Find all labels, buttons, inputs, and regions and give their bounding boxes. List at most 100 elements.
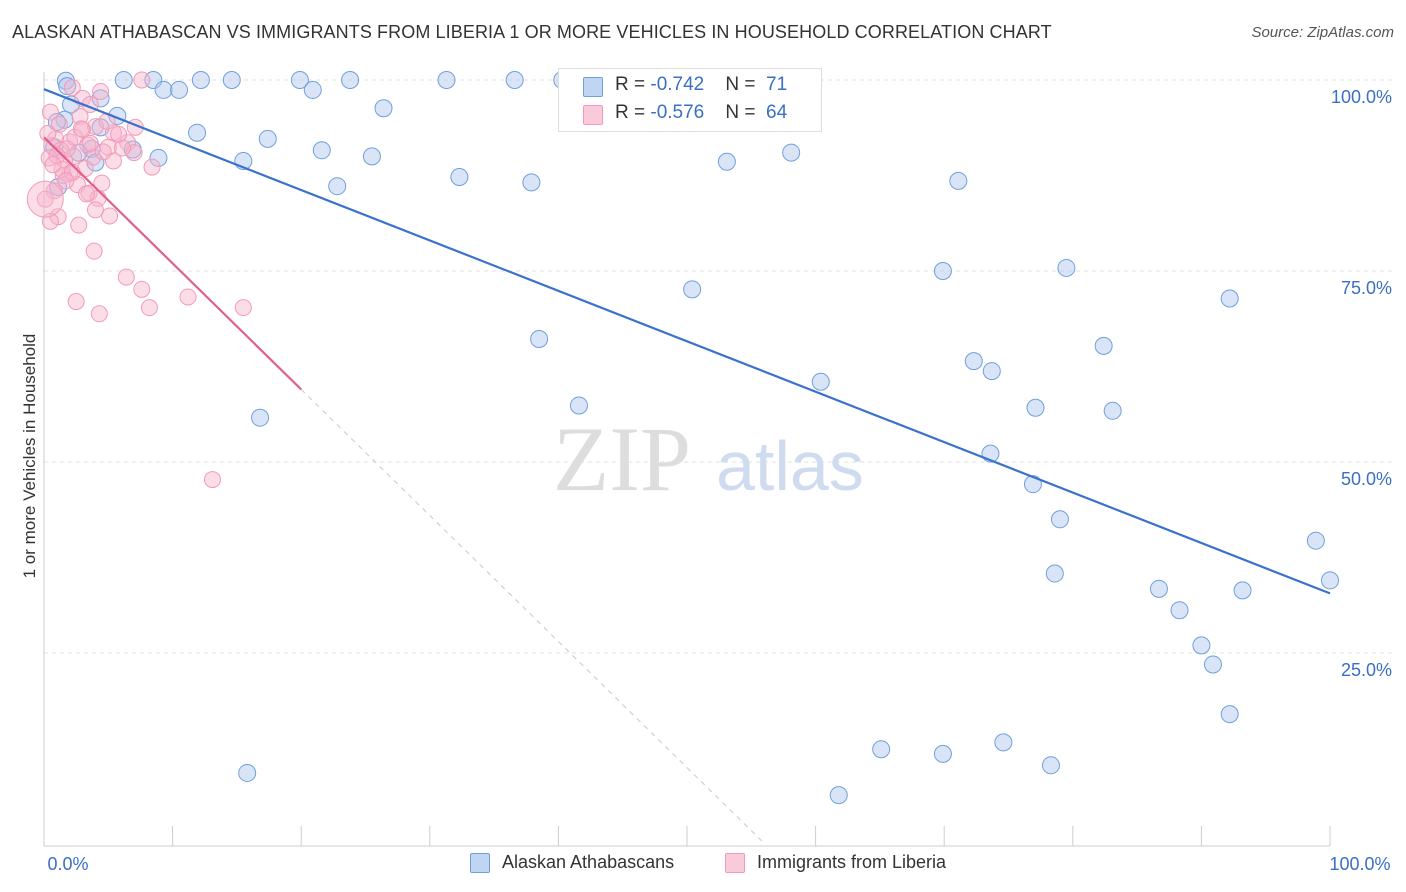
grid-lines xyxy=(44,79,1392,654)
bottom-legend-swatch-pink xyxy=(725,853,745,873)
y-tick-label: 50.0% xyxy=(1341,469,1392,489)
axes xyxy=(43,72,1331,847)
data-point-immigrants-from-liberia xyxy=(94,143,112,161)
data-point-immigrants-from-liberia xyxy=(140,299,158,317)
data-point-alaskan-athabascans xyxy=(505,71,524,89)
x-tick-label-min: 0.0% xyxy=(47,854,88,874)
legend-swatch-blue xyxy=(583,77,603,97)
data-point-alaskan-athabascans xyxy=(1023,475,1042,494)
data-point-alaskan-athabascans xyxy=(251,408,270,427)
source-label: Source: ZipAtlas.com xyxy=(1251,24,1394,41)
data-point-alaskan-athabascans xyxy=(1057,258,1076,277)
data-point-alaskan-athabascans xyxy=(341,71,360,89)
data-point-immigrants-from-liberia xyxy=(81,134,99,152)
data-point-immigrants-from-liberia xyxy=(85,242,103,260)
data-point-immigrants-from-liberia xyxy=(110,125,128,143)
data-point-immigrants-from-liberia xyxy=(143,158,161,176)
data-point-immigrants-from-liberia xyxy=(71,108,89,126)
data-point-alaskan-athabascans xyxy=(1050,510,1069,529)
bottom-legend-label-pink: Immigrants from Liberia xyxy=(757,852,947,872)
legend-r-label: R = xyxy=(615,74,651,95)
data-point-alaskan-athabascans xyxy=(1045,564,1064,583)
data-point-immigrants-from-liberia xyxy=(57,172,75,190)
data-point-alaskan-athabascans xyxy=(238,763,257,782)
data-point-immigrants-from-liberia xyxy=(234,299,252,317)
data-point-alaskan-athabascans xyxy=(782,143,801,162)
series-immigrants-from-liberia xyxy=(26,71,252,489)
data-point-immigrants-from-liberia xyxy=(113,139,131,157)
watermark: ZIP atlas xyxy=(553,408,864,510)
data-point-alaskan-athabascans xyxy=(1170,601,1189,620)
data-point-alaskan-athabascans xyxy=(811,372,830,391)
data-point-immigrants-from-liberia xyxy=(66,128,84,146)
chart-title: ALASKAN ATHABASCAN VS IMMIGRANTS FROM LI… xyxy=(12,22,1052,42)
data-point-immigrants-from-liberia xyxy=(90,305,108,323)
data-point-immigrants-from-liberia xyxy=(70,216,88,234)
data-point-alaskan-athabascans xyxy=(933,262,952,280)
data-point-immigrants-from-liberia xyxy=(203,471,221,489)
data-point-alaskan-athabascans xyxy=(569,396,588,415)
data-point-immigrants-from-liberia xyxy=(72,120,90,138)
legend-n-label: N = xyxy=(725,102,761,123)
data-point-alaskan-athabascans xyxy=(994,733,1013,752)
data-point-alaskan-athabascans xyxy=(872,740,891,759)
bottom-legend-swatch-blue xyxy=(470,853,490,873)
data-point-alaskan-athabascans xyxy=(1103,401,1122,420)
legend-n-value-pink: 64 xyxy=(766,102,788,123)
data-point-alaskan-athabascans xyxy=(328,177,347,196)
data-point-alaskan-athabascans xyxy=(258,129,277,148)
bottom-legend-label-blue: Alaskan Athabascans xyxy=(502,852,675,872)
x-tick-label-max: 100.0% xyxy=(1329,854,1390,874)
y-tick-label: 100.0% xyxy=(1331,87,1392,107)
data-point-alaskan-athabascans xyxy=(1203,655,1222,674)
data-point-alaskan-athabascans xyxy=(437,71,456,89)
data-point-immigrants-from-liberia xyxy=(44,156,62,174)
data-point-immigrants-from-liberia xyxy=(93,174,111,192)
data-point-alaskan-athabascans xyxy=(154,80,173,99)
data-point-alaskan-athabascans xyxy=(303,80,322,99)
data-point-alaskan-athabascans xyxy=(450,168,469,187)
data-point-immigrants-from-liberia xyxy=(63,79,81,97)
data-point-alaskan-athabascans xyxy=(1321,571,1339,590)
data-point-alaskan-athabascans xyxy=(1149,579,1168,598)
data-point-alaskan-athabascans xyxy=(1306,531,1325,550)
legend-r-label: R = xyxy=(615,102,651,123)
data-point-alaskan-athabascans xyxy=(933,744,952,763)
legend-n-label: N = xyxy=(725,74,761,95)
data-point-alaskan-athabascans xyxy=(829,786,848,805)
legend-r-value-pink: -0.576 xyxy=(650,102,705,123)
data-point-alaskan-athabascans xyxy=(312,141,331,160)
data-point-alaskan-athabascans xyxy=(1220,289,1239,308)
legend-r-value-blue: -0.742 xyxy=(650,74,705,95)
data-point-immigrants-from-liberia xyxy=(86,201,104,219)
data-point-alaskan-athabascans xyxy=(191,71,210,89)
data-point-alaskan-athabascans xyxy=(91,89,110,108)
tick-labels: 25.0% 50.0% 75.0% 100.0% 0.0% 100.0% xyxy=(47,87,1392,874)
data-point-alaskan-athabascans xyxy=(1026,398,1045,417)
data-point-alaskan-athabascans xyxy=(290,71,309,89)
data-point-alaskan-athabascans xyxy=(222,71,241,89)
data-point-alaskan-athabascans xyxy=(949,171,968,190)
data-point-immigrants-from-liberia xyxy=(77,185,95,203)
data-point-alaskan-athabascans xyxy=(522,173,541,192)
data-point-immigrants-from-liberia xyxy=(101,207,119,225)
data-point-alaskan-athabascans xyxy=(982,362,1001,381)
data-point-immigrants-from-liberia xyxy=(39,124,57,142)
data-point-alaskan-athabascans xyxy=(1041,756,1060,775)
data-point-alaskan-athabascans xyxy=(1233,581,1252,600)
data-point-alaskan-athabascans xyxy=(58,77,77,96)
data-point-immigrants-from-liberia xyxy=(36,190,54,208)
data-point-immigrants-from-liberia xyxy=(48,147,66,165)
y-tick-label: 25.0% xyxy=(1341,660,1392,680)
trend-line-alaskan-athabascans xyxy=(43,88,1331,595)
data-point-alaskan-athabascans xyxy=(362,147,381,166)
trend-lines xyxy=(43,88,1331,845)
data-point-immigrants-from-liberia xyxy=(179,288,197,306)
legend-n-value-blue: 71 xyxy=(766,74,788,95)
watermark-zip: ZIP xyxy=(553,408,691,510)
data-point-alaskan-athabascans xyxy=(188,123,207,142)
data-point-immigrants-from-liberia xyxy=(133,280,151,298)
data-point-immigrants-from-liberia xyxy=(41,103,59,121)
data-point-immigrants-from-liberia-large xyxy=(26,180,64,218)
data-point-alaskan-athabascans xyxy=(717,152,736,171)
